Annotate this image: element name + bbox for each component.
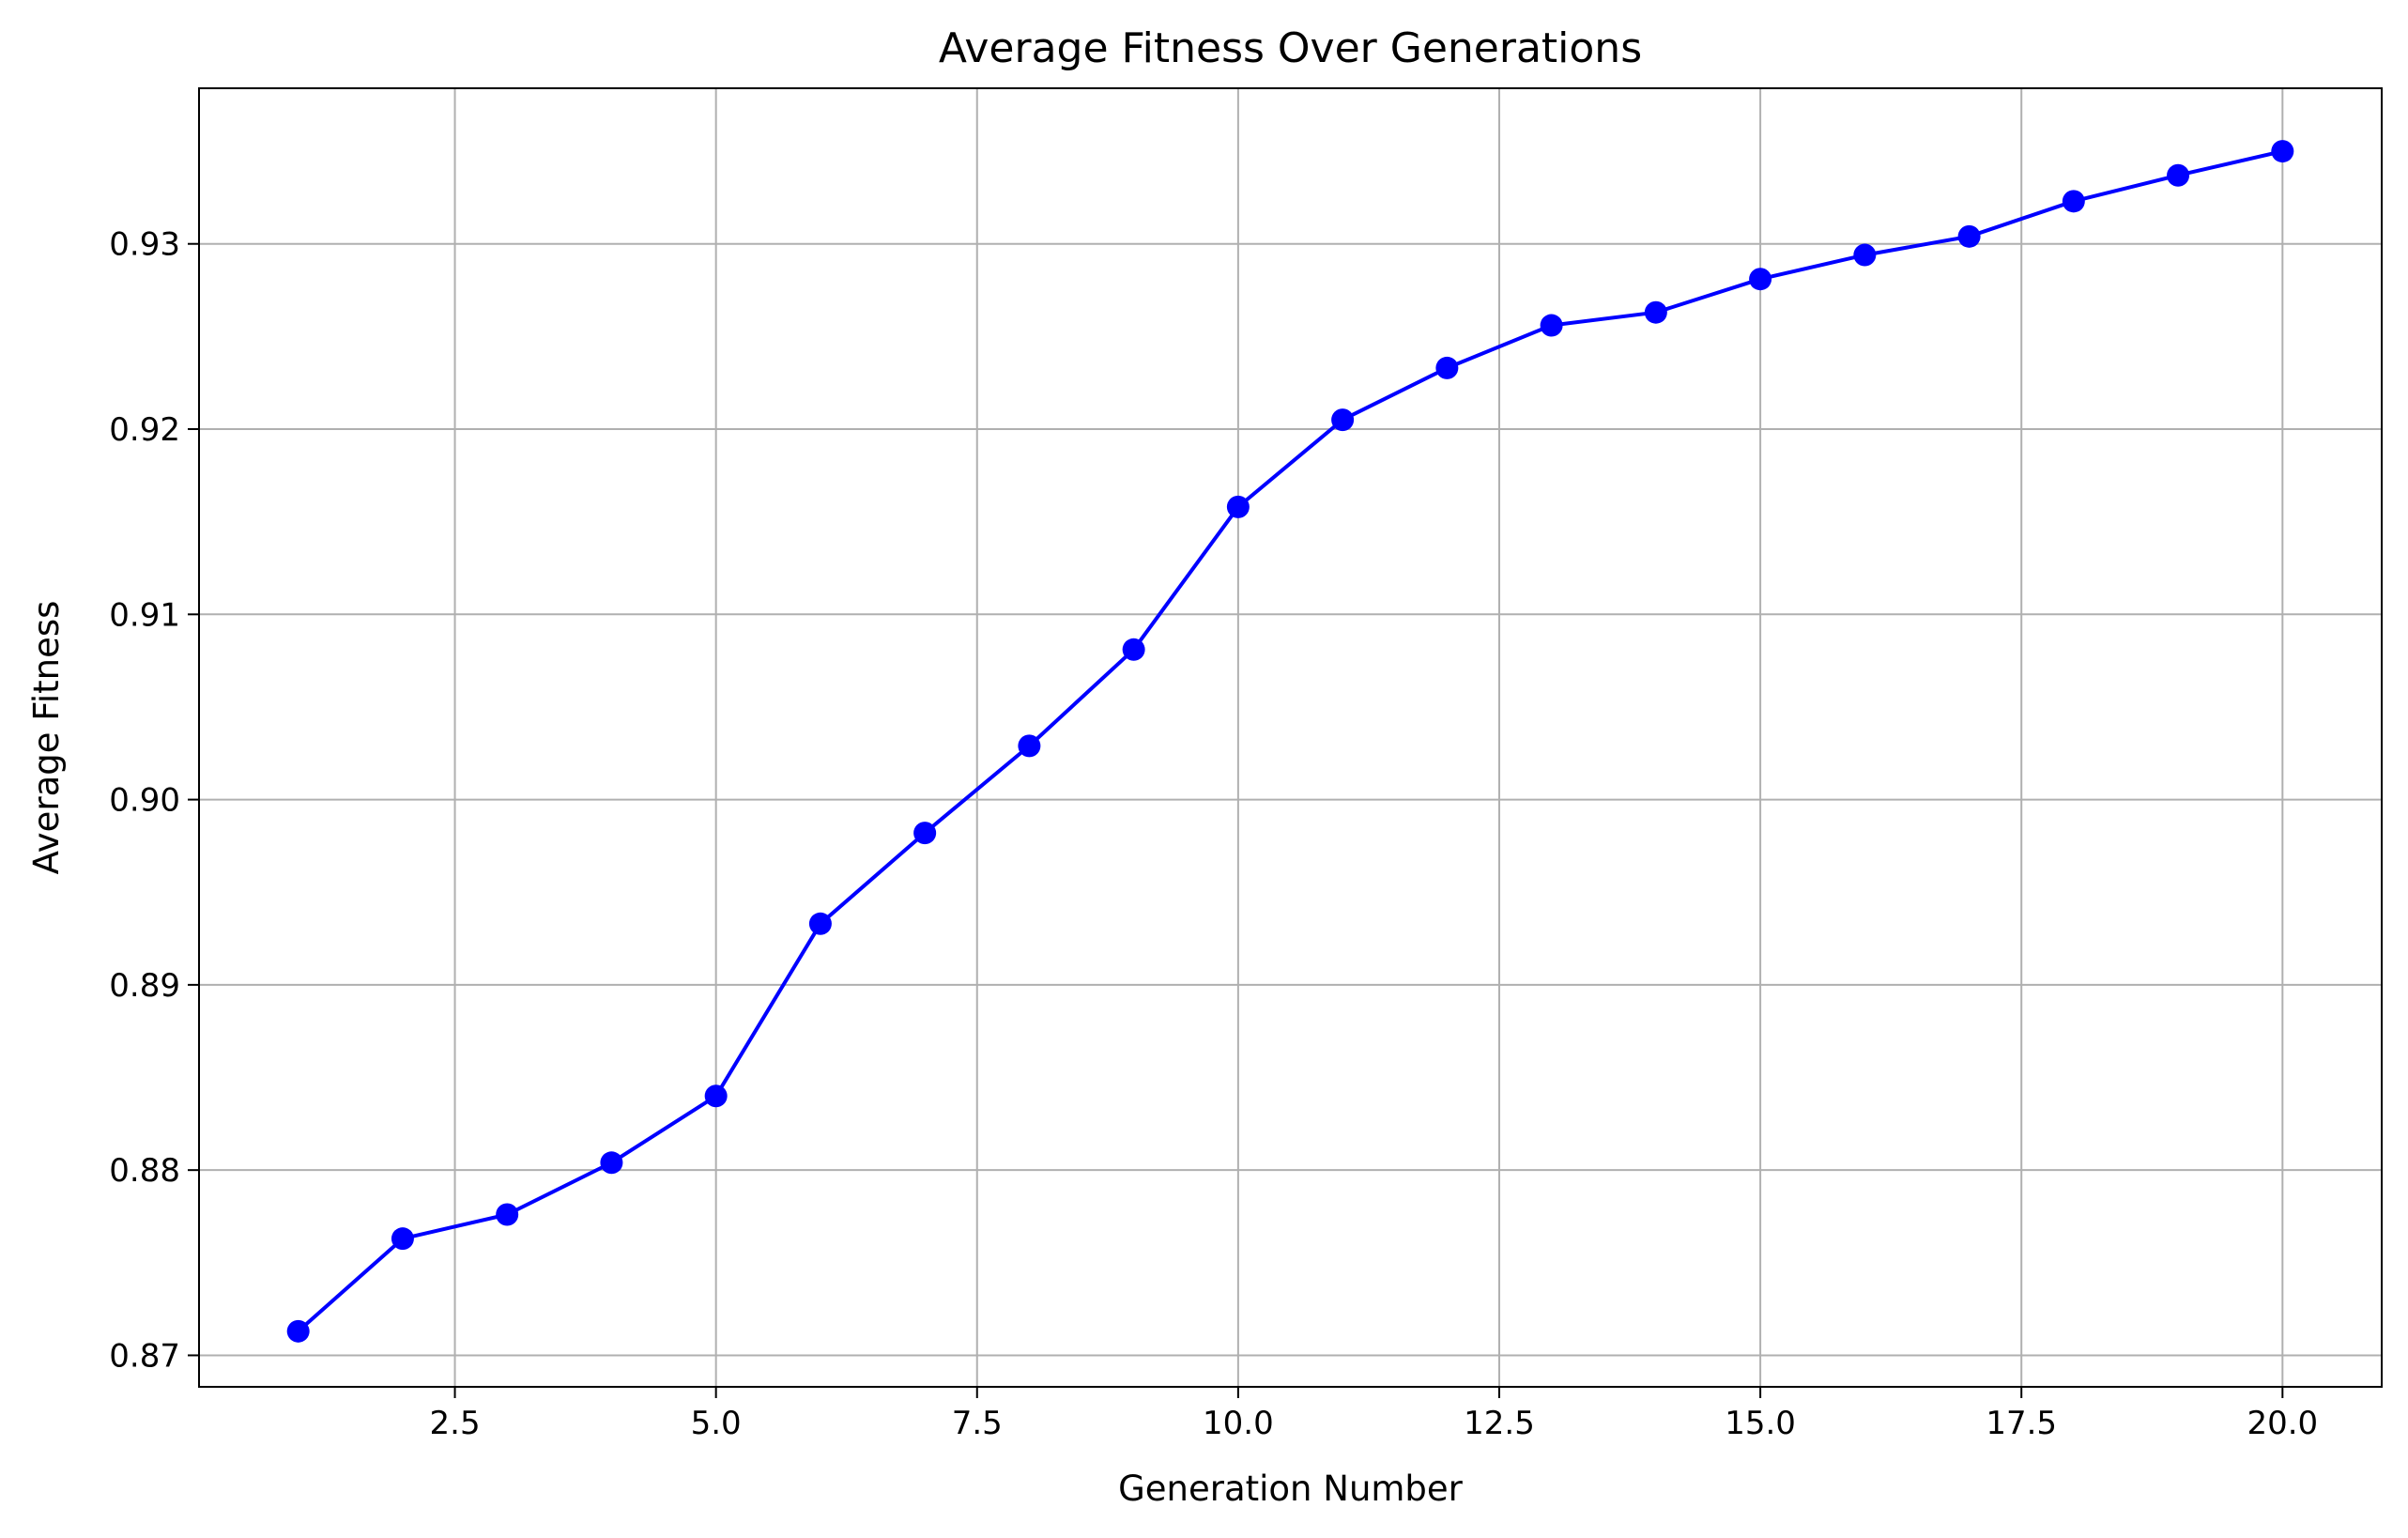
data-point bbox=[1018, 734, 1041, 758]
y-tick-label: 0.89 bbox=[109, 967, 180, 1005]
data-point bbox=[1122, 638, 1145, 661]
y-tick-label: 0.87 bbox=[109, 1337, 180, 1375]
x-tick-label: 20.0 bbox=[2247, 1405, 2318, 1442]
data-point bbox=[913, 822, 937, 845]
y-tick-label: 0.93 bbox=[109, 226, 180, 264]
data-point bbox=[391, 1227, 414, 1251]
ticks: 2.5 5.0 7.5 10.0 12.5 15.0 17.5 20.0 0.87 0.88 0.8… bbox=[109, 226, 2318, 1442]
x-axis-title: Generation Number bbox=[1118, 1469, 1464, 1509]
data-point bbox=[1540, 314, 1563, 337]
data-point bbox=[1957, 224, 1981, 248]
x-tick-label: 2.5 bbox=[430, 1405, 481, 1442]
y-tick-label: 0.92 bbox=[109, 411, 180, 449]
y-tick-label: 0.91 bbox=[109, 596, 180, 634]
chart-title: Average Fitness Over Generations bbox=[939, 24, 1642, 72]
y-tick-label: 0.88 bbox=[109, 1152, 180, 1190]
series-line bbox=[297, 149, 2283, 1333]
data-point bbox=[1435, 356, 1459, 379]
data-point bbox=[1749, 268, 1772, 291]
data-point bbox=[1644, 300, 1667, 324]
data-point bbox=[600, 1151, 623, 1175]
x-tick-label: 7.5 bbox=[952, 1405, 1003, 1442]
data-point bbox=[1226, 495, 1250, 518]
x-tick-label: 10.0 bbox=[1203, 1405, 1274, 1442]
data-point bbox=[496, 1203, 519, 1226]
y-tick-label: 0.90 bbox=[109, 782, 180, 820]
data-point bbox=[1853, 243, 1877, 267]
x-tick-label: 17.5 bbox=[1986, 1405, 2057, 1442]
grid bbox=[199, 88, 2382, 1387]
plot-frame bbox=[198, 87, 2383, 1388]
data-point bbox=[2271, 140, 2294, 163]
x-tick-label: 12.5 bbox=[1464, 1405, 1535, 1442]
data-point bbox=[2062, 190, 2085, 213]
x-tick-label: 5.0 bbox=[691, 1405, 742, 1442]
data-point bbox=[2167, 163, 2190, 187]
data-point bbox=[808, 912, 832, 935]
data-point bbox=[1331, 408, 1355, 432]
data-point bbox=[286, 1319, 310, 1343]
y-axis-title: Average Fitness bbox=[26, 601, 67, 875]
data-point bbox=[704, 1084, 728, 1108]
series bbox=[286, 140, 2294, 1343]
x-tick-label: 15.0 bbox=[1725, 1405, 1796, 1442]
